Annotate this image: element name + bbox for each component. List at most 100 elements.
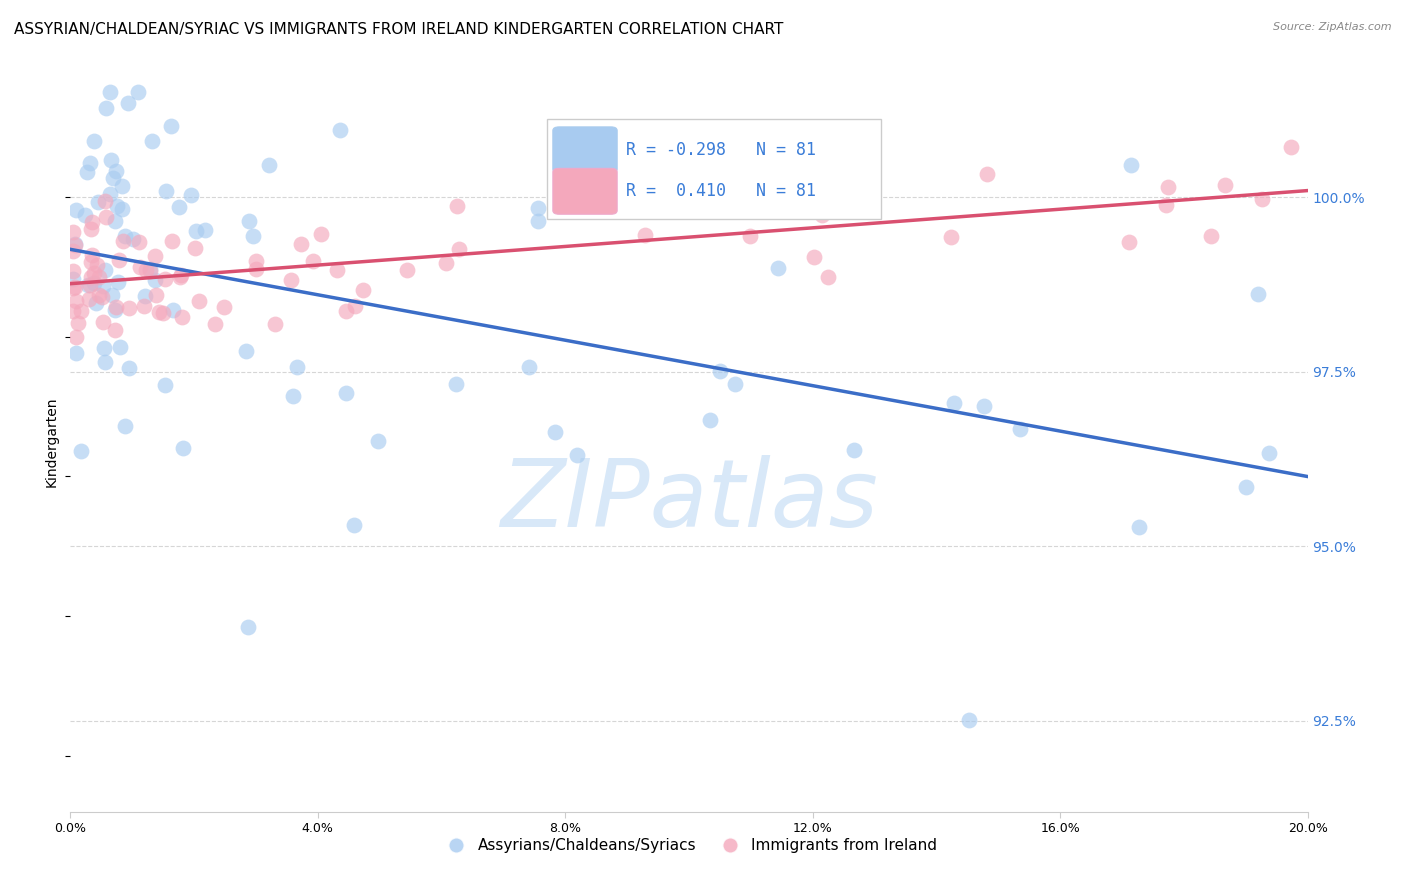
Point	[238, 620, 260, 634]
Point	[152, 306, 174, 320]
Point	[699, 413, 721, 427]
Point	[264, 317, 287, 331]
Point	[811, 208, 834, 222]
Point	[76, 164, 98, 178]
Point	[83, 266, 105, 280]
Point	[395, 263, 418, 277]
Point	[98, 85, 121, 99]
Point	[138, 264, 160, 278]
Point	[139, 262, 162, 277]
FancyBboxPatch shape	[547, 120, 880, 219]
Point	[565, 448, 588, 462]
Point	[184, 224, 207, 238]
Point	[444, 377, 467, 392]
Point	[105, 198, 128, 212]
Point	[589, 179, 612, 194]
Point	[1157, 180, 1180, 194]
Point	[1250, 192, 1272, 206]
Point	[153, 377, 176, 392]
Text: ZIPatlas: ZIPatlas	[501, 455, 877, 546]
Point	[79, 277, 101, 292]
Text: R = -0.298   N = 81: R = -0.298 N = 81	[626, 141, 815, 159]
Text: ASSYRIAN/CHALDEAN/SYRIAC VS IMMIGRANTS FROM IRELAND KINDERGARTEN CORRELATION CHA: ASSYRIAN/CHALDEAN/SYRIAC VS IMMIGRANTS F…	[14, 22, 783, 37]
Point	[517, 359, 540, 374]
Point	[212, 301, 235, 315]
Point	[846, 186, 869, 200]
Point	[118, 301, 141, 315]
Point	[93, 355, 115, 369]
Point	[65, 202, 87, 217]
Point	[335, 386, 357, 401]
Point	[94, 194, 117, 208]
Point	[204, 317, 226, 331]
Point	[169, 269, 191, 284]
Point	[148, 305, 170, 319]
Point	[98, 187, 121, 202]
Point	[238, 214, 260, 228]
Point	[302, 253, 325, 268]
Point	[245, 262, 267, 277]
Point	[976, 167, 998, 181]
Point	[309, 227, 332, 242]
Point	[89, 288, 111, 302]
Point	[957, 713, 980, 727]
Point	[93, 341, 115, 355]
Point	[117, 95, 139, 110]
Point	[1234, 480, 1257, 494]
Point	[1119, 158, 1142, 172]
Point	[91, 290, 114, 304]
Point	[100, 287, 122, 301]
Point	[145, 288, 167, 302]
Point	[1010, 422, 1032, 436]
Point	[83, 276, 105, 290]
Point	[973, 399, 995, 413]
FancyBboxPatch shape	[553, 169, 617, 214]
Point	[342, 517, 364, 532]
Point	[544, 425, 567, 439]
Point	[101, 170, 124, 185]
Point	[110, 341, 132, 355]
Point	[1247, 287, 1270, 301]
Point	[104, 323, 127, 337]
Point	[132, 299, 155, 313]
Point	[84, 296, 107, 310]
Point	[162, 303, 184, 318]
Point	[329, 122, 352, 136]
Point	[634, 227, 657, 242]
Point	[352, 283, 374, 297]
Point	[108, 252, 131, 267]
Point	[80, 215, 103, 229]
Point	[65, 329, 87, 343]
Point	[111, 178, 134, 193]
Point	[281, 389, 304, 403]
Point	[94, 101, 117, 115]
Point	[112, 234, 135, 248]
Point	[766, 260, 789, 275]
Point	[1199, 228, 1222, 243]
Point	[143, 273, 166, 287]
Point	[134, 289, 156, 303]
Point	[155, 184, 177, 198]
Point	[62, 281, 84, 295]
Point	[434, 256, 457, 270]
Point	[527, 214, 550, 228]
Point	[100, 153, 122, 168]
Point	[245, 253, 267, 268]
Point	[183, 241, 205, 255]
Point	[941, 229, 963, 244]
Point	[80, 255, 103, 269]
Point	[70, 303, 93, 318]
Point	[160, 234, 183, 248]
Point	[77, 277, 100, 292]
Point	[817, 269, 839, 284]
Point	[143, 249, 166, 263]
Text: R =  0.410   N = 81: R = 0.410 N = 81	[626, 182, 815, 201]
Point	[62, 225, 84, 239]
Point	[111, 202, 134, 216]
Point	[86, 259, 108, 273]
Legend: Assyrians/Chaldeans/Syriacs, Immigrants from Ireland: Assyrians/Chaldeans/Syriacs, Immigrants …	[434, 832, 943, 860]
Point	[194, 223, 217, 237]
Point	[155, 271, 177, 285]
Point	[104, 214, 127, 228]
Point	[1128, 520, 1150, 534]
